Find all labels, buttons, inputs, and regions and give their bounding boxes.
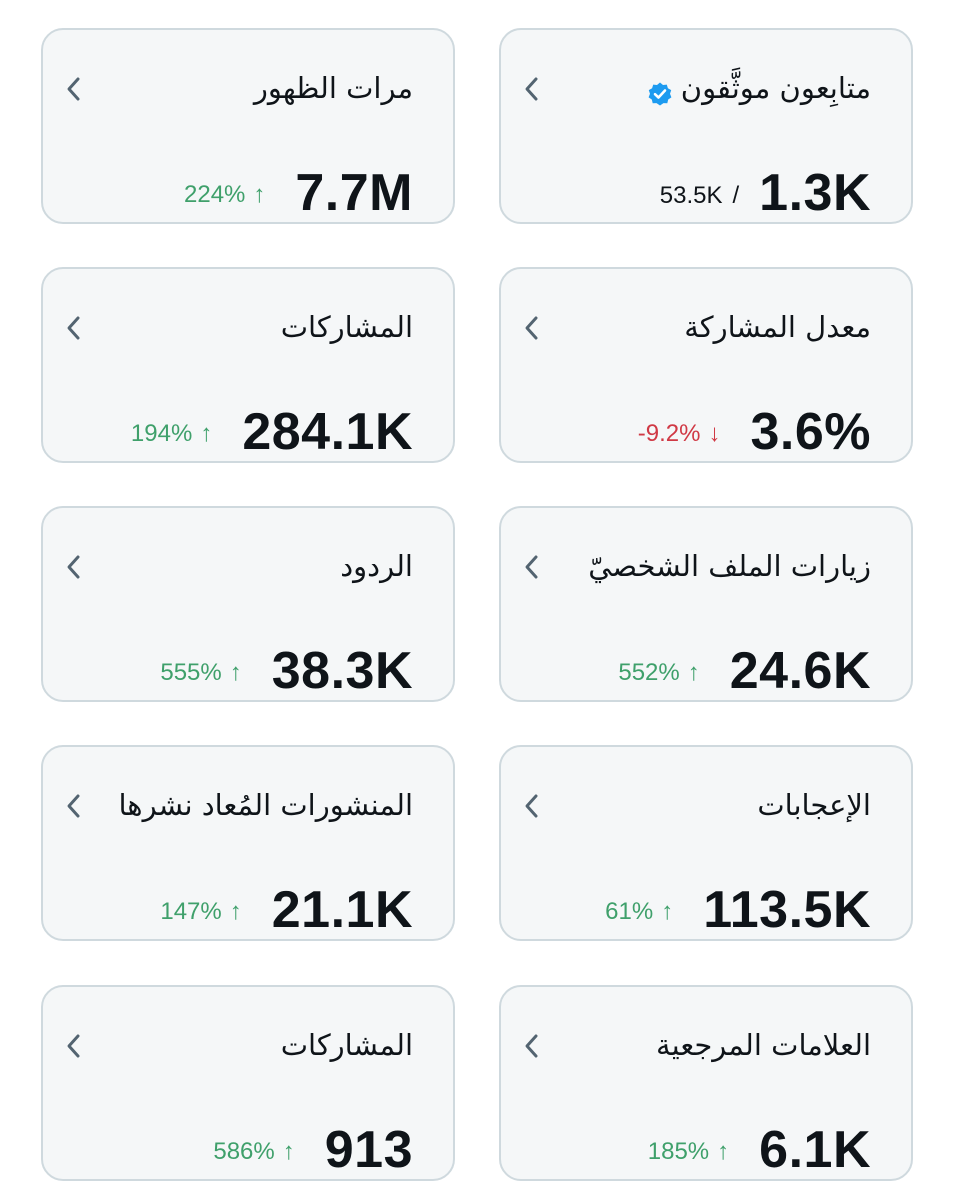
metric-row: 185% ↑ 6.1K (648, 1115, 871, 1185)
change-value: -9.2% (637, 420, 701, 447)
change-indicator: 185% ↑ (648, 1138, 729, 1166)
metric-row: 586% ↑ 913 (213, 1115, 413, 1185)
change-value: 586% (213, 1138, 275, 1165)
card-replies[interactable]: الردود 555% ↑ 38.3K (41, 506, 455, 702)
card-shares[interactable]: المشاركات 586% ↑ 913 (41, 985, 455, 1181)
metric-value: 24.6K (729, 642, 871, 700)
arrow-up-icon: ↑ (717, 1138, 730, 1165)
metric-row: -9.2% ↓ 3.6% (638, 397, 871, 467)
card-title: مرات الظهور (253, 71, 413, 105)
change-indicator: 61% ↑ (605, 898, 673, 926)
metric-value: 3.6% (750, 403, 871, 461)
change-value: 61% (605, 898, 654, 925)
chevron-left-icon (63, 789, 85, 823)
change-indicator: 224% ↑ (184, 181, 265, 209)
metric-value: 7.7M (295, 164, 413, 222)
verified-badge-icon (647, 75, 673, 106)
change-indicator: 555% ↑ (160, 659, 241, 687)
metric-value: 38.3K (271, 642, 413, 700)
card-verified-followers[interactable]: متابِعون موثَّقون 53.5K / 1.3K (499, 28, 913, 224)
change-indicator: 194% ↑ (131, 420, 212, 448)
chevron-left-icon (63, 550, 85, 584)
total-followers: 53.5K / (660, 182, 739, 210)
arrow-down-icon: ↓ (708, 420, 721, 447)
card-title: زيارات الملف الشخصيّ (588, 549, 871, 583)
arrow-up-icon: ↑ (200, 420, 213, 447)
metric-row: 194% ↑ 284.1K (131, 397, 413, 467)
change-indicator: 147% ↑ (160, 898, 241, 926)
arrow-up-icon: ↑ (229, 898, 242, 925)
change-value: 147% (160, 898, 222, 925)
card-likes[interactable]: الإعجابات 61% ↑ 113.5K (499, 745, 913, 941)
arrow-up-icon: ↑ (661, 898, 674, 925)
card-reposts[interactable]: المنشورات المُعاد نشرها 147% ↑ 21.1K (41, 745, 455, 941)
card-bookmarks[interactable]: العلامات المرجعية 185% ↑ 6.1K (499, 985, 913, 1181)
metric-row: 555% ↑ 38.3K (160, 636, 413, 706)
change-indicator: 552% ↑ (618, 659, 699, 687)
arrow-up-icon: ↑ (687, 659, 700, 686)
card-title: متابِعون موثَّقون (647, 66, 871, 110)
change-indicator: -9.2% ↓ (638, 420, 721, 448)
card-title: المنشورات المُعاد نشرها (118, 788, 413, 822)
card-engagement-rate[interactable]: معدل المشاركة -9.2% ↓ 3.6% (499, 267, 913, 463)
metric-row: 147% ↑ 21.1K (160, 875, 413, 945)
card-title: العلامات المرجعية (656, 1028, 871, 1062)
change-value: 552% (618, 659, 680, 686)
metric-value: 284.1K (242, 403, 413, 461)
arrow-up-icon: ↑ (253, 181, 266, 208)
metric-row: 61% ↑ 113.5K (605, 875, 871, 945)
card-title-text: متابِعون موثَّقون (680, 71, 871, 105)
chevron-left-icon (521, 789, 543, 823)
card-title: الإعجابات (757, 788, 871, 822)
chevron-left-icon (521, 1029, 543, 1063)
metric-row: 552% ↑ 24.6K (618, 636, 871, 706)
chevron-left-icon (521, 72, 543, 106)
total-followers-value: 53.5K (659, 182, 723, 209)
arrow-up-icon: ↑ (229, 659, 242, 686)
card-title: المشاركات (280, 1028, 413, 1062)
metric-value: 6.1K (759, 1121, 871, 1179)
metric-value: 21.1K (271, 881, 413, 939)
chevron-left-icon (63, 311, 85, 345)
card-engagements[interactable]: المشاركات 194% ↑ 284.1K (41, 267, 455, 463)
card-title: الردود (340, 549, 413, 583)
change-value: 555% (160, 659, 222, 686)
card-profile-visits[interactable]: زيارات الملف الشخصيّ 552% ↑ 24.6K (499, 506, 913, 702)
change-value: 224% (184, 181, 246, 208)
chevron-left-icon (521, 311, 543, 345)
arrow-up-icon: ↑ (282, 1138, 295, 1165)
card-title: معدل المشاركة (684, 310, 871, 344)
change-indicator: 586% ↑ (213, 1138, 294, 1166)
change-value: 194% (130, 420, 193, 447)
separator: / (732, 182, 740, 209)
chevron-left-icon (63, 1029, 85, 1063)
metric-row: 53.5K / 1.3K (660, 158, 871, 228)
chevron-left-icon (521, 550, 543, 584)
metric-value: 113.5K (703, 881, 871, 939)
chevron-left-icon (63, 72, 85, 106)
card-impressions[interactable]: مرات الظهور 224% ↑ 7.7M (41, 28, 455, 224)
card-title: المشاركات (280, 310, 413, 344)
change-value: 185% (647, 1138, 710, 1165)
metric-row: 224% ↑ 7.7M (184, 158, 413, 228)
metric-value: 913 (324, 1121, 413, 1179)
metric-value: 1.3K (759, 164, 871, 222)
